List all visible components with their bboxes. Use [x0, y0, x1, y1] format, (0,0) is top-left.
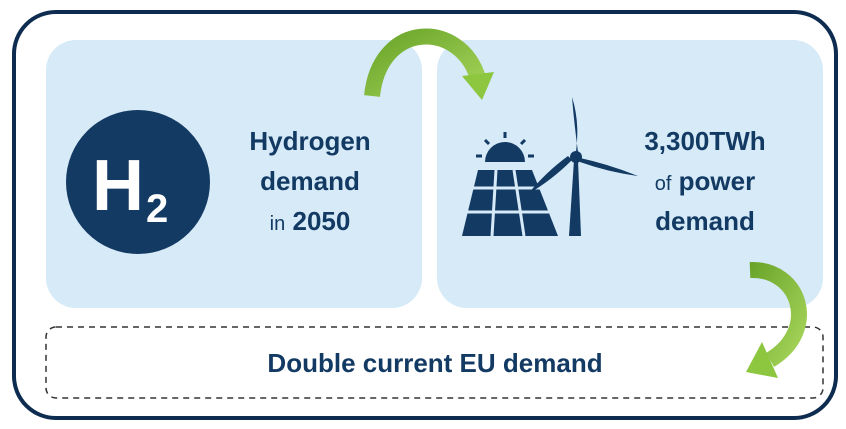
- solar-icon: [462, 132, 558, 237]
- h2-icon: [66, 110, 210, 254]
- right-line: of power: [655, 166, 756, 196]
- text-run: power: [679, 166, 756, 196]
- text-run: demand: [655, 206, 755, 236]
- left-line: demand: [260, 166, 360, 196]
- h2-letter: H: [92, 146, 144, 226]
- text-run: of: [655, 173, 672, 195]
- left-line: in 2050: [270, 206, 351, 236]
- arrow: [364, 28, 494, 100]
- left-line: Hydrogen: [249, 126, 370, 156]
- text-run: 3,300TWh: [644, 126, 765, 156]
- footer-text: Double current EU demand: [267, 348, 602, 378]
- right-line: 3,300TWh: [644, 126, 765, 156]
- text-run: demand: [260, 166, 360, 196]
- footer-box: [45, 326, 824, 399]
- right-line: demand: [655, 206, 755, 236]
- arrow: [746, 262, 807, 378]
- wind-turbine-icon: [528, 97, 638, 236]
- text-run: Hydrogen: [249, 126, 370, 156]
- h2-subscript: 2: [146, 187, 168, 231]
- text-run: 2050: [292, 206, 350, 236]
- text-run: in: [270, 213, 286, 235]
